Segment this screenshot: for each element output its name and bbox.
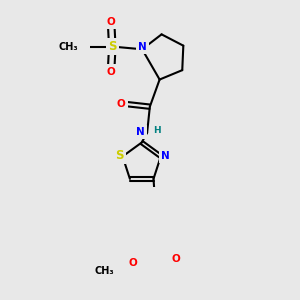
Text: O: O bbox=[107, 67, 116, 76]
Text: N: N bbox=[136, 127, 145, 137]
Text: S: S bbox=[115, 149, 124, 162]
Text: O: O bbox=[172, 254, 181, 264]
Text: CH₃: CH₃ bbox=[95, 266, 114, 276]
Text: H: H bbox=[153, 126, 161, 135]
Text: O: O bbox=[117, 99, 125, 109]
Text: N: N bbox=[138, 42, 146, 52]
Text: CH₃: CH₃ bbox=[59, 42, 79, 52]
Text: O: O bbox=[107, 16, 116, 27]
Text: O: O bbox=[128, 258, 137, 268]
Text: N: N bbox=[161, 152, 170, 161]
Text: S: S bbox=[108, 40, 116, 53]
